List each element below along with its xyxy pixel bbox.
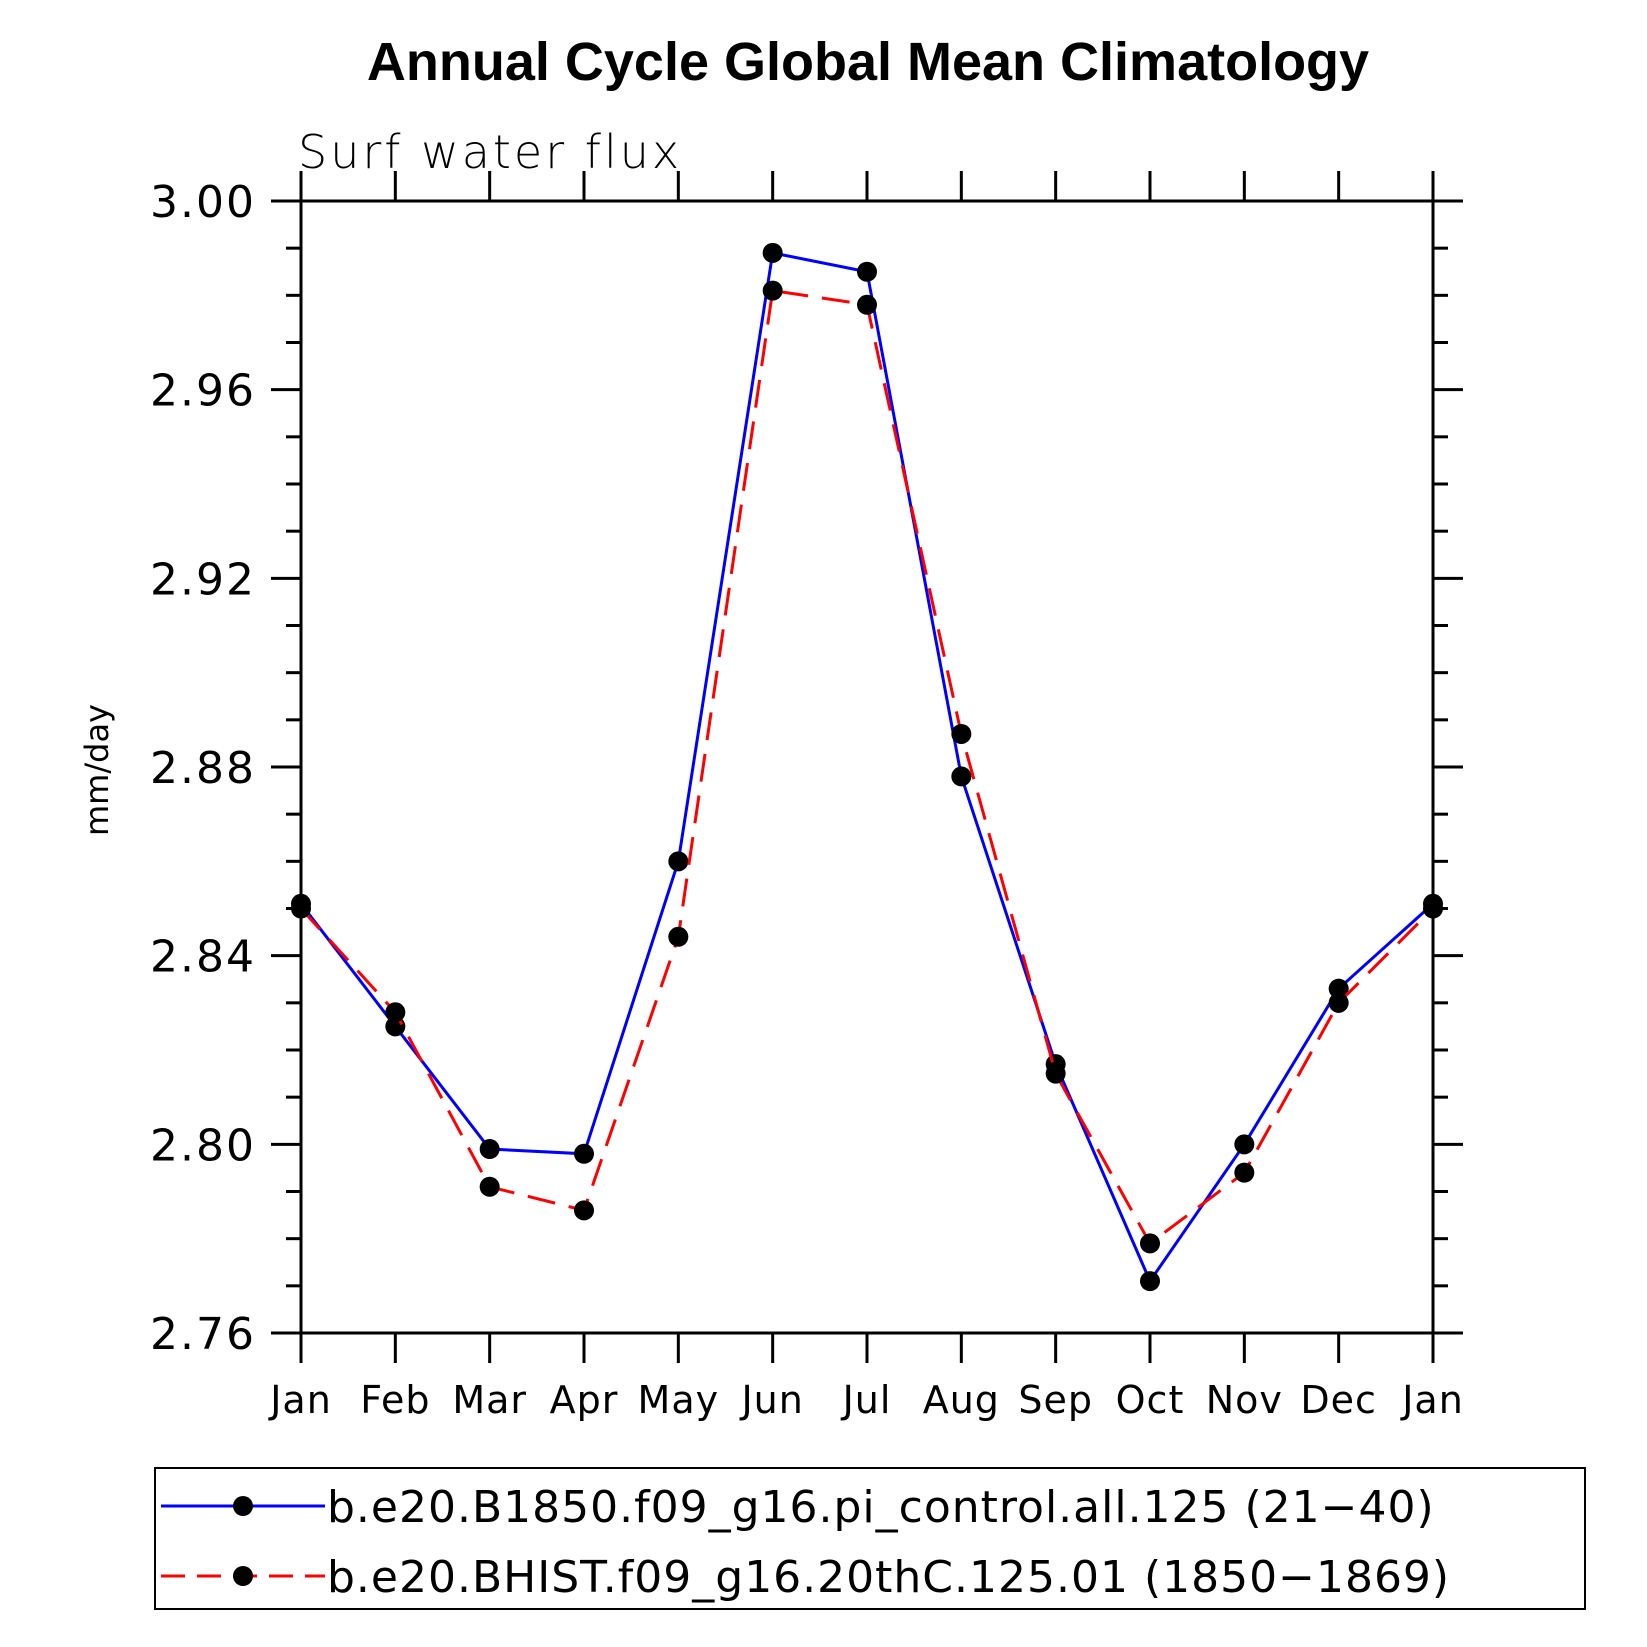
x-tick-label: Sep xyxy=(1018,1378,1093,1422)
series-2-point xyxy=(1045,1063,1066,1084)
series-2-point xyxy=(479,1176,500,1197)
series-1-point xyxy=(668,851,689,872)
x-tick-label: Aug xyxy=(923,1378,1000,1422)
series-1-point xyxy=(951,766,972,787)
axis-ticks xyxy=(271,171,1463,1363)
legend-label-1: b.e20.B1850.f09_g16.pi_control.all.125 (… xyxy=(327,1482,1435,1533)
x-tick-label: Apr xyxy=(550,1378,619,1422)
x-tick-label: Jan xyxy=(268,1378,332,1422)
legend-marker-2 xyxy=(233,1566,253,1586)
series-2-point xyxy=(857,294,877,315)
x-tick-label: Feb xyxy=(360,1378,430,1422)
series-2-point xyxy=(951,723,972,744)
y-tick-label: 2.92 xyxy=(150,554,256,605)
x-tick-label: Jun xyxy=(739,1378,803,1422)
x-tick-label: Jul xyxy=(841,1378,892,1422)
legend: b.e20.B1850.f09_g16.pi_control.all.125 (… xyxy=(154,1467,1586,1610)
plot-frame xyxy=(299,199,1435,1335)
y-tick-label: 2.76 xyxy=(150,1309,256,1360)
series-2-point xyxy=(385,1002,406,1023)
legend-marker-1 xyxy=(233,1496,253,1516)
y-axis-label: mm/day xyxy=(78,704,116,836)
y-tick-label: 2.88 xyxy=(150,743,256,794)
y-tick-label: 3.00 xyxy=(150,177,256,228)
legend-box xyxy=(154,1467,1586,1610)
series-layer xyxy=(291,242,1443,1292)
series-1-point xyxy=(857,261,877,282)
x-tick-label: Oct xyxy=(1116,1378,1185,1422)
x-tick-label: Mar xyxy=(452,1378,527,1422)
chart-title: Annual Cycle Global Mean Climatology xyxy=(367,32,1369,92)
series-2-point xyxy=(762,280,783,301)
series-1-point xyxy=(1328,978,1349,999)
series-1-point xyxy=(479,1139,500,1160)
series-2-point xyxy=(574,1200,594,1221)
series-line-2 xyxy=(299,288,1435,1246)
series-1-point xyxy=(574,1143,594,1164)
x-tick-label: Nov xyxy=(1206,1378,1283,1422)
series-2-point xyxy=(668,926,689,947)
x-tick-label: Dec xyxy=(1300,1378,1377,1422)
y-tick-label: 2.96 xyxy=(150,366,256,417)
x-tick-label: Jan xyxy=(1400,1378,1464,1422)
series-1-point xyxy=(1140,1271,1160,1292)
series-1-point xyxy=(762,242,783,263)
series-1-point xyxy=(1234,1134,1255,1155)
series-line-1 xyxy=(299,251,1435,1285)
series-2-point xyxy=(1140,1233,1160,1254)
tick-labels: Jan Feb Mar Apr May Jun Jul Aug Sep Oct Nov Dec Jan 2… xyxy=(150,177,1464,1422)
series-2-point xyxy=(1328,992,1349,1013)
y-tick-label: 2.80 xyxy=(150,1120,256,1171)
y-tick-label: 2.84 xyxy=(150,932,256,983)
x-tick-label: May xyxy=(638,1378,720,1422)
chart-subtitle: Surf water flux xyxy=(298,125,682,179)
series-2-point xyxy=(1234,1162,1255,1183)
legend-label-2: b.e20.BHIST.f09_g16.20thC.125.01 (1850−1… xyxy=(327,1552,1450,1603)
